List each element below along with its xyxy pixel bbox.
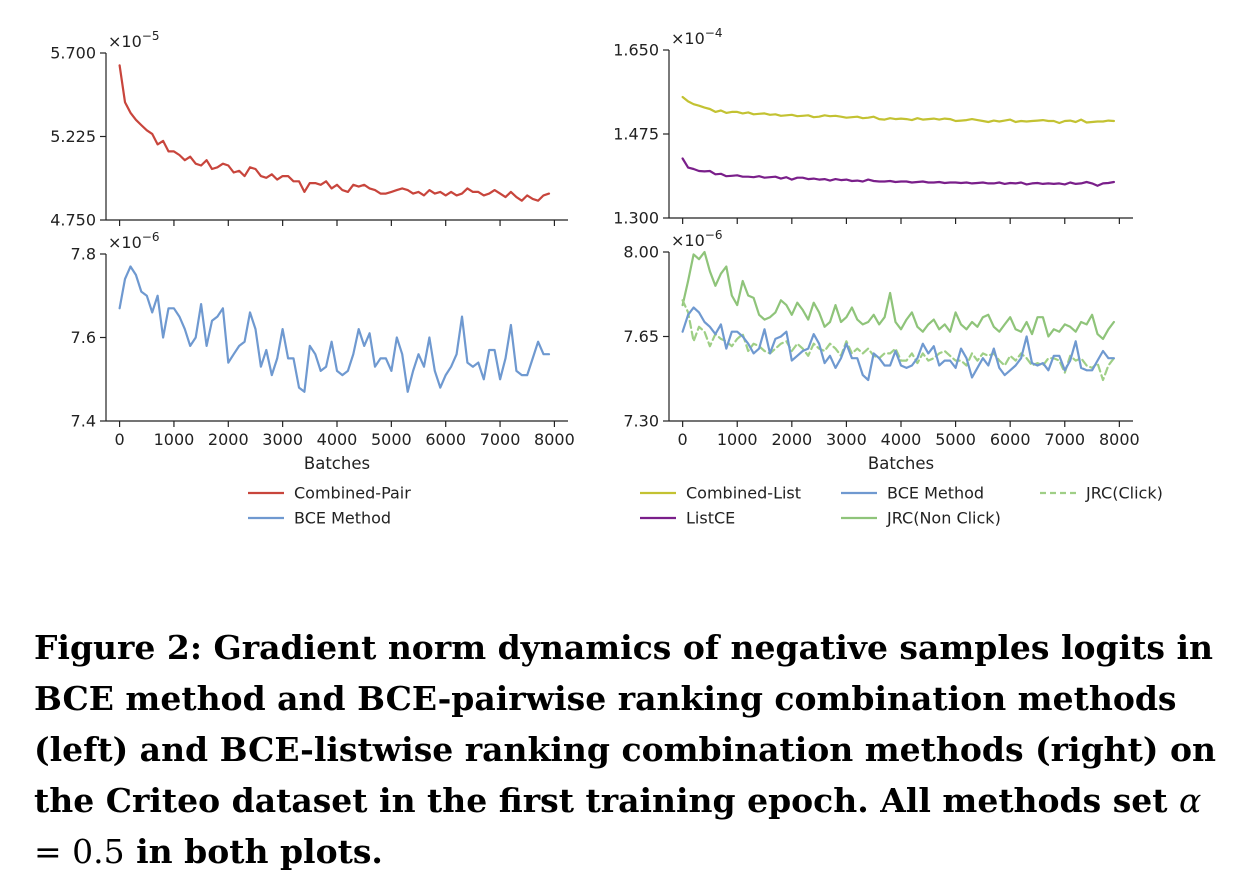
y-exponent-power: −6: [705, 228, 723, 242]
y-tick-label: 4.750: [50, 211, 96, 230]
legend-label-combined-pair: Combined-Pair: [294, 484, 411, 503]
y-tick-label: 5.700: [50, 44, 96, 63]
y-exponent-label: ×10−5: [108, 29, 159, 51]
x-tick-label: 1000: [717, 430, 758, 449]
x-tick-label: 2000: [208, 430, 249, 449]
y-tick-label: 7.6: [71, 328, 96, 347]
series-line-listce: [681, 157, 1115, 187]
series-line-combined-list: [681, 95, 1115, 125]
y-tick-label: 1.475: [613, 125, 659, 144]
x-tick-label: 4000: [881, 430, 922, 449]
x-tick-label: 5000: [935, 430, 976, 449]
y-tick-label: 5.225: [50, 127, 96, 146]
figure: 4.750 5.225 5.700 ×10−5 7.4 7.6 7.8 0 1000 2000 3…: [50, 26, 1163, 528]
y-tick-label: 7.65: [623, 327, 659, 346]
x-axis-label: Batches: [868, 454, 934, 473]
legend-left: Combined-Pair BCE Method: [248, 484, 411, 528]
series-line-jrc-click: [681, 299, 1115, 382]
caption-text: Figure 2: Gradient norm dynamics of nega…: [34, 628, 1217, 820]
y-tick-label: 7.8: [71, 245, 96, 264]
x-tick-label: 6000: [990, 430, 1031, 449]
x-axis-label: Batches: [304, 454, 370, 473]
y-exponent-label: ×10−6: [108, 230, 159, 252]
x-tick-label: 2000: [771, 430, 812, 449]
y-tick-label: 7.30: [623, 412, 659, 431]
y-exponent-power: −5: [142, 29, 160, 43]
x-tick-label: 0: [678, 430, 688, 449]
y-tick-label: 8.00: [623, 243, 659, 262]
y-exponent-label: ×10−6: [671, 228, 722, 250]
y-tick-label: 1.300: [613, 209, 659, 228]
plot-left-bottom-bce: 7.4 7.6 7.8 0 1000 2000 3000 4000 5000 6000 7000 80…: [71, 230, 575, 473]
x-tick-label: 3000: [826, 430, 867, 449]
series-line-bce-method: [681, 306, 1115, 382]
series-line-jrc-non-click: [681, 250, 1115, 340]
x-tick-label: 0: [114, 430, 124, 449]
x-tick-label: 1000: [154, 430, 195, 449]
legend-right: Combined-List ListCE BCE Method JRC(Non Cli…: [640, 484, 1163, 528]
caption-alpha-symbol: α: [1179, 781, 1202, 820]
legend-label-jrc-non-click: JRC(Non Click): [886, 509, 1001, 528]
legend-label-listce: ListCE: [686, 509, 735, 528]
x-tick-label: 8000: [534, 430, 575, 449]
plot-right-top-combined-list-listce: 1.300 1.475 1.650 ×10−4: [613, 26, 1133, 228]
x-tick-label: 3000: [262, 430, 303, 449]
y-exponent-power: −6: [142, 230, 160, 244]
x-tick-label: 5000: [371, 430, 412, 449]
plot-left-top-combined-pair: 4.750 5.225 5.700 ×10−5: [50, 29, 568, 230]
x-tick-label: 4000: [317, 430, 358, 449]
plot-right-bottom-bce-jrc: 7.30 7.65 8.00 0 1000 2000 3000 4000 5000 6000 700…: [623, 228, 1139, 473]
legend-label-jrc-click: JRC(Click): [1085, 484, 1163, 503]
series-line-combined-pair: [118, 64, 551, 202]
caption-tail: in both plots.: [136, 832, 383, 871]
y-tick-label: 7.4: [71, 412, 96, 431]
legend-label-bce-method: BCE Method: [294, 509, 391, 528]
legend-label-bce-method: BCE Method: [887, 484, 984, 503]
figure-caption: Figure 2: Gradient norm dynamics of nega…: [34, 622, 1224, 877]
y-exponent-power: −4: [705, 26, 723, 40]
legend-label-combined-list: Combined-List: [686, 484, 801, 503]
x-tick-label: 7000: [480, 430, 521, 449]
y-exponent-label: ×10−4: [671, 26, 722, 48]
x-tick-label: 7000: [1044, 430, 1085, 449]
caption-alpha-value: = 0.5: [34, 832, 125, 871]
series-line-bce-method: [118, 265, 551, 393]
x-tick-label: 6000: [425, 430, 466, 449]
x-tick-label: 8000: [1099, 430, 1140, 449]
y-tick-label: 1.650: [613, 41, 659, 60]
